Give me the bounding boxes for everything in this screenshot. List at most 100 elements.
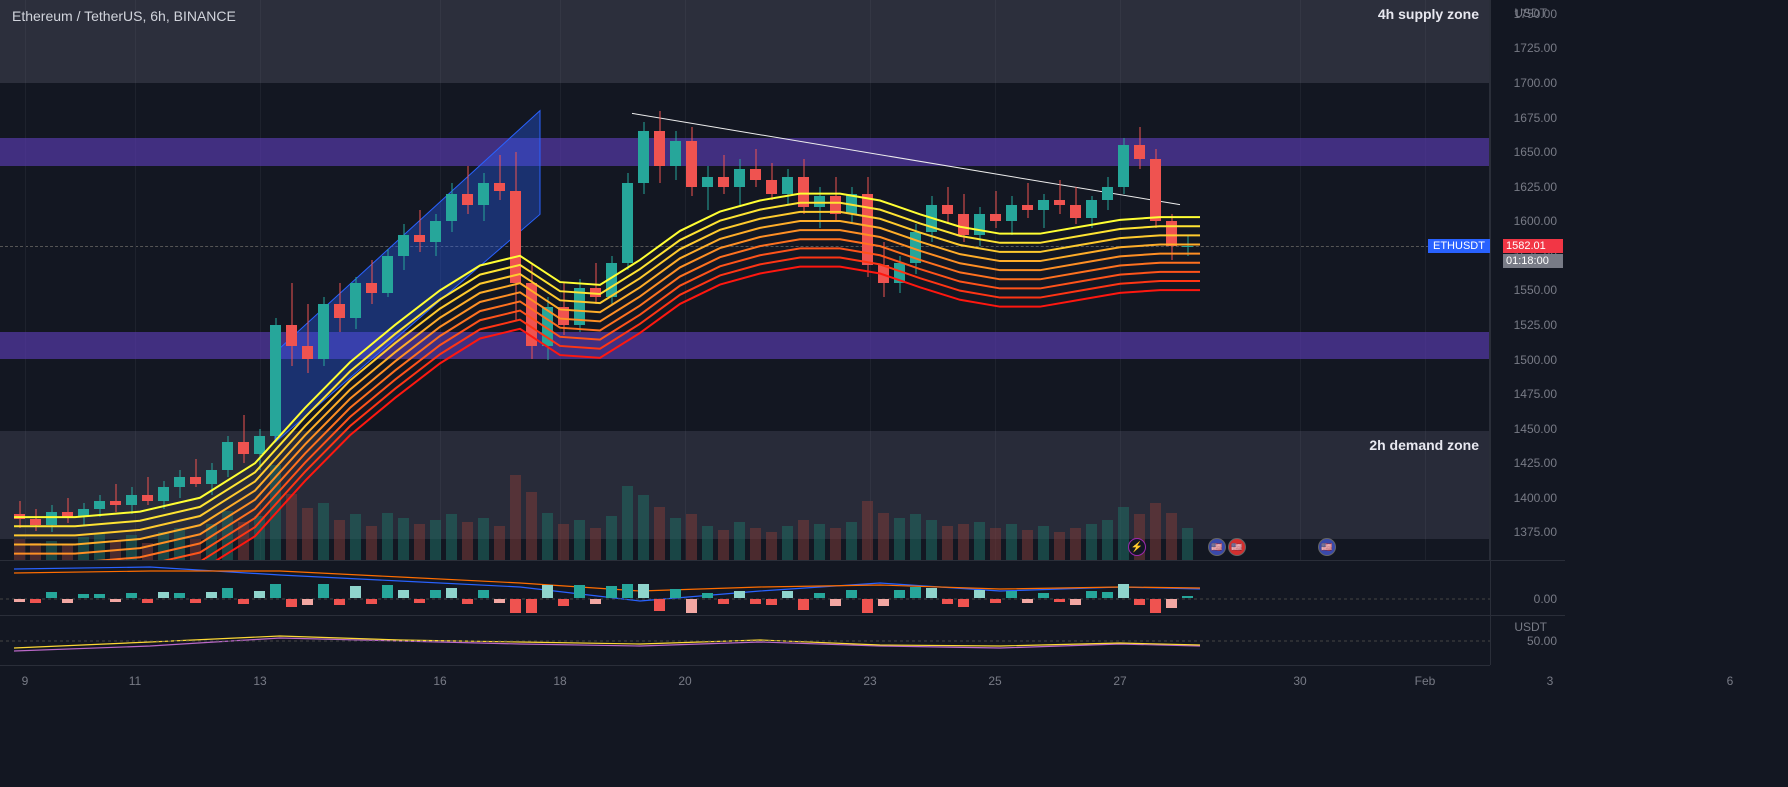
macd-hist-bar	[814, 593, 825, 598]
candle	[1054, 0, 1065, 560]
macd-hist-bar	[590, 599, 601, 604]
macd-hist-bar	[1086, 591, 1097, 598]
macd-hist-bar	[894, 590, 905, 598]
macd-hist-bar	[446, 588, 457, 598]
time-tick: 13	[253, 674, 266, 688]
macd-hist-bar	[190, 599, 201, 603]
macd-hist-bar	[782, 591, 793, 598]
candle	[574, 0, 585, 560]
macd-hist-bar	[654, 599, 665, 611]
macd-hist-bar	[206, 592, 217, 598]
macd-hist-bar	[750, 599, 761, 604]
symbol-title[interactable]: Ethereum / TetherUS, 6h, BINANCE	[12, 8, 236, 24]
time-axis[interactable]: 9111316182023252730Feb36	[0, 665, 1490, 695]
macd-hist-bar	[734, 591, 745, 598]
macd-hist-bar	[414, 599, 425, 603]
rsi-axis-label: 50.00	[1527, 634, 1557, 648]
macd-hist-bar	[558, 599, 569, 606]
macd-hist-bar	[366, 599, 377, 604]
macd-hist-bar	[1150, 599, 1161, 613]
macd-hist-bar	[1166, 599, 1177, 608]
candle	[350, 0, 361, 560]
candle	[990, 0, 1001, 560]
candle	[414, 0, 425, 560]
event-lightning-icon[interactable]: ⚡	[1128, 538, 1146, 556]
candle	[126, 0, 137, 560]
candle	[622, 0, 633, 560]
macd-hist-bar	[1134, 599, 1145, 605]
candle	[158, 0, 169, 560]
candle	[814, 0, 825, 560]
macd-hist-bar	[942, 599, 953, 604]
candle	[1006, 0, 1017, 560]
macd-hist-bar	[494, 599, 505, 603]
time-tick: 23	[863, 674, 876, 688]
event-flag-us-icon[interactable]: 🇺🇸	[1208, 538, 1226, 556]
time-tick: Feb	[1415, 674, 1436, 688]
candle	[926, 0, 937, 560]
candle	[638, 0, 649, 560]
macd-hist-bar	[526, 599, 537, 613]
rsi-panel[interactable]	[0, 615, 1490, 665]
candle	[62, 0, 73, 560]
candle	[1134, 0, 1145, 560]
candle	[254, 0, 265, 560]
candle	[1150, 0, 1161, 560]
candle	[206, 0, 217, 560]
time-tick: 3	[1547, 674, 1554, 688]
candle	[494, 0, 505, 560]
macd-axis: 0.00	[1490, 560, 1565, 615]
rsi-axis-title: USDT	[1514, 620, 1547, 634]
candle	[462, 0, 473, 560]
candle	[78, 0, 89, 560]
candle	[782, 0, 793, 560]
macd-hist-bar	[990, 599, 1001, 603]
macd-hist-bar	[862, 599, 873, 613]
macd-hist-bar	[62, 599, 73, 603]
macd-hist-bar	[302, 599, 313, 605]
macd-hist-bar	[1038, 593, 1049, 598]
rsi-lines	[0, 616, 1490, 666]
macd-hist-bar	[638, 584, 649, 598]
macd-hist-bar	[830, 599, 841, 606]
rsi-axis: 50.00USDT	[1490, 615, 1565, 665]
zone-label: 4h supply zone	[1378, 6, 1479, 22]
macd-hist-bar	[334, 599, 345, 605]
price-tick: 1700.00	[1514, 76, 1557, 90]
macd-hist-bar	[606, 586, 617, 598]
price-tick: 1600.00	[1514, 214, 1557, 228]
candle	[1086, 0, 1097, 560]
price-tick: 1525.00	[1514, 318, 1557, 332]
macd-hist-bar	[670, 589, 681, 598]
current-price-badge: 1582.01	[1503, 239, 1563, 253]
candle	[766, 0, 777, 560]
candle	[654, 0, 665, 560]
macd-hist-bar	[910, 587, 921, 598]
candle	[526, 0, 537, 560]
price-tick: 1750.00	[1514, 7, 1557, 21]
macd-hist-bar	[78, 594, 89, 598]
candle	[1038, 0, 1049, 560]
time-tick: 20	[678, 674, 691, 688]
macd-panel[interactable]	[0, 560, 1490, 615]
price-tick: 1675.00	[1514, 111, 1557, 125]
macd-hist-bar	[14, 599, 25, 602]
price-axis[interactable]: USDT 1750.001725.001700.001675.001650.00…	[1490, 0, 1565, 560]
event-flag-us-icon[interactable]: 🇺🇸	[1318, 538, 1336, 556]
candle	[1070, 0, 1081, 560]
countdown-badge: 01:18:00	[1503, 254, 1563, 268]
time-tick: 11	[129, 674, 141, 688]
macd-hist-bar	[510, 599, 521, 613]
event-flag-us-red-icon[interactable]: 🇺🇸	[1228, 538, 1246, 556]
candle	[382, 0, 393, 560]
macd-hist-bar	[126, 593, 137, 598]
macd-hist-bar	[1182, 596, 1193, 598]
time-tick: 6	[1727, 674, 1734, 688]
candle	[958, 0, 969, 560]
main-chart-panel[interactable]: 4h supply zone2h demand zone⚡🇺🇸🇺🇸🇺🇸	[0, 0, 1490, 560]
candle	[174, 0, 185, 560]
price-tick: 1500.00	[1514, 353, 1557, 367]
price-tick: 1725.00	[1514, 41, 1557, 55]
candle	[190, 0, 201, 560]
candle	[286, 0, 297, 560]
